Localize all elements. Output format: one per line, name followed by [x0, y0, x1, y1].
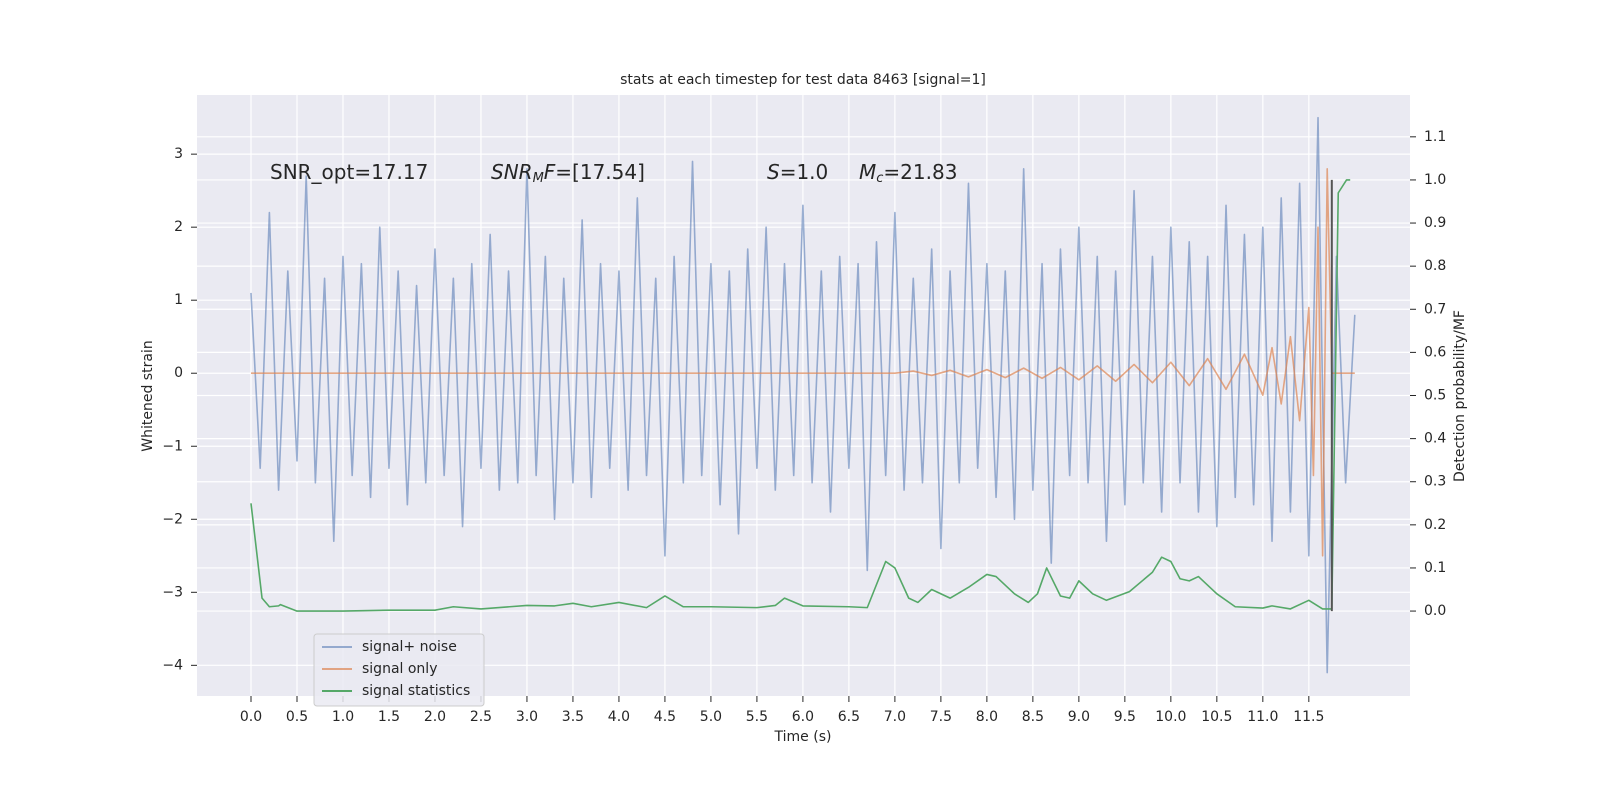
- x-tick-label: 3.0: [516, 709, 538, 725]
- x-tick-label: 0.5: [286, 709, 308, 725]
- x-tick-label: 5.5: [746, 709, 768, 725]
- legend-label: signal+ noise: [362, 639, 457, 655]
- y-tick-label: −1: [162, 438, 183, 454]
- chart-title: stats at each timestep for test data 846…: [620, 72, 986, 88]
- legend-label: signal only: [362, 661, 437, 677]
- x-tick-label: 11.5: [1293, 709, 1324, 725]
- annotation-text: =1.0: [780, 160, 829, 184]
- y2-tick-label: 0.6: [1424, 344, 1446, 360]
- annotation: SNRMF=[17.54]: [491, 160, 645, 186]
- x-tick-label: 0.0: [240, 709, 262, 725]
- x-tick-label: 10.0: [1155, 709, 1186, 725]
- x-tick-label: 7.0: [884, 709, 906, 725]
- annotation-text: =21.83: [883, 160, 957, 184]
- y-tick-label: −4: [162, 657, 183, 673]
- series-line: [250, 179, 1351, 612]
- x-tick-label: 1.0: [332, 709, 354, 725]
- annotation-text: SNR_opt=17.17: [270, 160, 428, 184]
- x-tick-label: 7.5: [930, 709, 952, 725]
- y2-axis-label: Detection probability/MF: [1452, 310, 1468, 482]
- x-tick-label: 2.5: [470, 709, 492, 725]
- x-tick-label: 5.0: [700, 709, 722, 725]
- x-tick-label: 2.0: [424, 709, 446, 725]
- y2-tick-label: 1.1: [1424, 129, 1446, 145]
- y2-tick-label: 0.2: [1424, 517, 1446, 533]
- series-line: [250, 116, 1356, 674]
- y2-tick-label: 1.0: [1424, 172, 1446, 188]
- annotation-text: S: [767, 160, 780, 184]
- marks: [250, 116, 1356, 674]
- y2-tick-label: 0.4: [1424, 431, 1446, 447]
- y2-tick-label: 0.5: [1424, 388, 1446, 404]
- y2-tick-label: 0.9: [1424, 215, 1446, 231]
- legend-box: [313, 633, 485, 707]
- annotation-text: =[17.54]: [555, 160, 645, 184]
- y2-tick-label: 0.0: [1424, 603, 1446, 619]
- annotation-subscript: c: [876, 171, 883, 186]
- y-tick-label: 0: [174, 365, 183, 381]
- y2-tick-label: 0.7: [1424, 301, 1446, 317]
- x-tick-label: 4.5: [654, 709, 676, 725]
- annotation: SNR_opt=17.17: [270, 160, 428, 184]
- x-tick-label: 9.5: [1114, 709, 1136, 725]
- x-tick-label: 10.5: [1201, 709, 1232, 725]
- annotation-text: F: [544, 160, 556, 184]
- y-tick-label: 1: [174, 292, 183, 308]
- annotation-subscript: M: [533, 171, 544, 186]
- x-tick-label: 8.5: [1022, 709, 1044, 725]
- series-line: [250, 167, 1355, 557]
- x-tick-label: 1.5: [378, 709, 400, 725]
- x-tick-label: 8.0: [976, 709, 998, 725]
- x-tick-label: 6.0: [792, 709, 814, 725]
- y2-tick-label: 0.3: [1424, 474, 1446, 490]
- annotation: S=1.0: [767, 160, 828, 184]
- x-tick-label: 6.5: [838, 709, 860, 725]
- y2-tick-label: 0.8: [1424, 258, 1446, 274]
- x-tick-label: 3.5: [562, 709, 584, 725]
- annotation-text: SNR: [491, 160, 533, 184]
- x-tick-label: 11.0: [1247, 709, 1278, 725]
- legend-label: signal statistics: [362, 683, 470, 699]
- y-axis-label: Whitened strain: [140, 340, 156, 451]
- annotation: Mc=21.83: [859, 160, 957, 186]
- y-tick-label: 3: [174, 146, 183, 162]
- y-tick-label: −2: [162, 511, 183, 527]
- y-tick-label: −3: [162, 584, 183, 600]
- y2-tick-label: 0.1: [1424, 560, 1446, 576]
- legend: signal+ noise signal only signal statistic…: [313, 633, 485, 707]
- x-tick-label: 4.0: [608, 709, 630, 725]
- annotation-text: M: [859, 160, 876, 184]
- x-tick-label: 9.0: [1068, 709, 1090, 725]
- y-tick-label: 2: [174, 219, 183, 235]
- x-axis-label: Time (s): [774, 729, 832, 745]
